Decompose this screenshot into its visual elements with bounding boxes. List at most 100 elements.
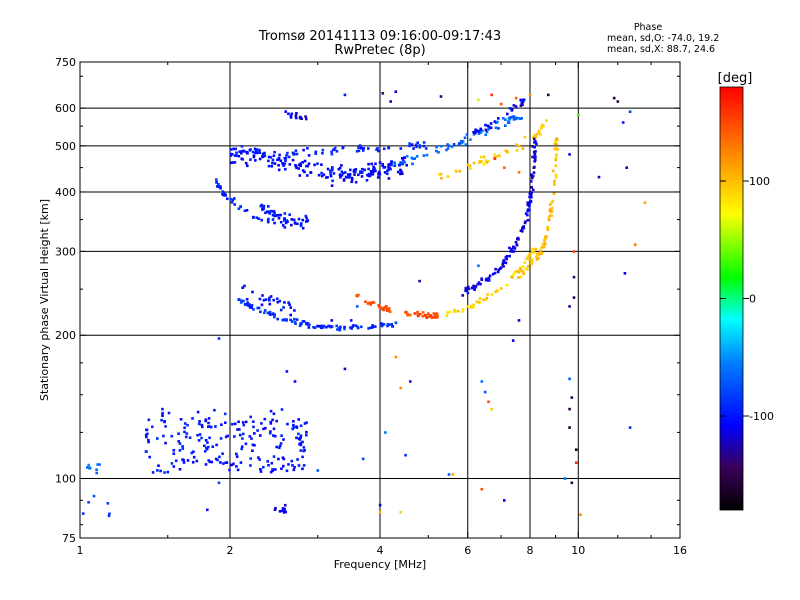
data-point	[309, 171, 312, 174]
data-point	[270, 164, 274, 168]
data-point	[305, 220, 308, 223]
data-point	[239, 205, 242, 209]
data-point	[290, 112, 293, 116]
data-point	[396, 170, 400, 174]
data-point	[277, 164, 280, 167]
data-point	[387, 168, 390, 171]
data-point	[240, 145, 244, 148]
data-point	[305, 117, 308, 121]
data-point	[534, 150, 537, 153]
data-point	[377, 304, 381, 307]
data-point	[292, 468, 296, 472]
data-point	[215, 180, 218, 184]
data-point	[277, 457, 280, 461]
data-point	[161, 414, 164, 417]
data-point	[280, 509, 283, 513]
data-point	[196, 410, 200, 414]
data-point	[504, 256, 508, 259]
data-point	[250, 306, 253, 309]
data-point	[185, 432, 189, 435]
data-point	[493, 271, 497, 275]
data-point	[261, 155, 265, 159]
data-point	[354, 324, 358, 327]
data-point	[408, 313, 412, 317]
data-point	[290, 223, 293, 227]
data-point	[399, 162, 403, 166]
data-point	[253, 444, 256, 447]
data-point	[477, 132, 481, 135]
data-point	[532, 171, 536, 174]
data-point	[479, 131, 483, 134]
data-point	[347, 173, 350, 176]
data-point	[170, 462, 174, 465]
data-point	[537, 253, 540, 256]
data-point	[362, 147, 365, 150]
data-point	[374, 162, 377, 166]
data-point	[293, 309, 296, 312]
data-point	[273, 221, 276, 225]
data-point	[245, 209, 249, 212]
data-point	[272, 154, 276, 157]
data-point	[628, 110, 632, 113]
data-point	[177, 432, 180, 435]
data-point	[491, 272, 495, 276]
data-point	[182, 461, 186, 464]
data-point	[191, 417, 194, 420]
data-point	[299, 449, 303, 452]
data-point	[271, 468, 274, 471]
data-point	[429, 314, 432, 317]
data-point	[416, 310, 419, 314]
data-point	[254, 159, 257, 162]
data-point	[484, 278, 488, 282]
data-point	[465, 133, 469, 136]
data-point	[287, 155, 291, 159]
data-point	[271, 418, 274, 422]
data-point	[277, 216, 281, 220]
data-point	[276, 300, 280, 304]
data-point	[258, 148, 261, 152]
data-point	[269, 470, 273, 474]
data-point	[439, 145, 443, 148]
data-point	[146, 432, 149, 436]
data-point	[521, 265, 525, 269]
data-point	[479, 127, 482, 131]
data-point	[267, 155, 271, 159]
data-point	[265, 210, 269, 213]
data-point	[534, 136, 537, 139]
data-point	[525, 257, 528, 261]
data-point	[534, 158, 537, 161]
data-point	[295, 426, 299, 429]
data-point	[364, 300, 367, 303]
data-point	[494, 290, 498, 294]
data-point	[321, 324, 324, 328]
data-point	[361, 457, 365, 461]
data-point	[504, 124, 507, 127]
data-point	[293, 321, 297, 324]
data-point	[263, 154, 267, 158]
data-point	[486, 124, 490, 128]
data-point	[268, 313, 272, 316]
data-point	[238, 428, 241, 431]
data-point	[344, 171, 347, 174]
data-point	[526, 268, 529, 271]
data-point	[628, 426, 632, 429]
data-point	[320, 171, 323, 175]
data-point	[367, 174, 371, 177]
data-point	[477, 301, 481, 304]
data-point	[372, 168, 375, 171]
data-point	[542, 245, 546, 249]
data-point	[279, 220, 283, 224]
data-point	[446, 311, 449, 314]
y-axis-label: Stationary phase Virtual Height [km]	[38, 199, 51, 401]
data-point	[499, 102, 503, 106]
data-point	[282, 457, 286, 461]
data-point	[287, 112, 290, 116]
data-point	[96, 463, 99, 466]
data-point	[172, 465, 176, 468]
data-point	[233, 203, 236, 206]
data-point	[306, 164, 310, 168]
data-point	[223, 412, 227, 416]
data-point	[307, 326, 311, 329]
data-point	[503, 499, 506, 502]
data-point	[539, 133, 542, 136]
